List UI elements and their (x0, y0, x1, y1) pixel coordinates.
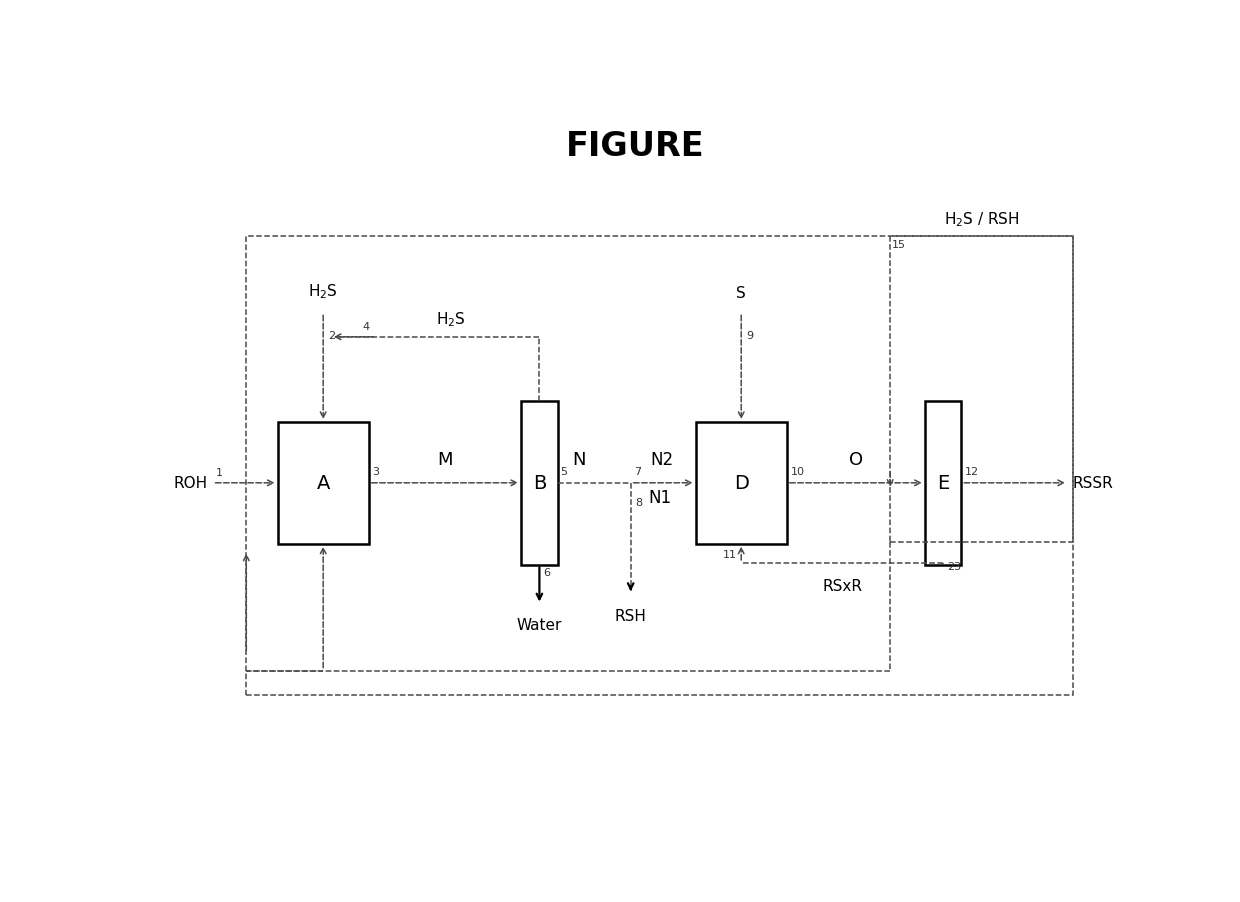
Text: FIGURE: FIGURE (567, 130, 704, 163)
Text: 9: 9 (746, 330, 753, 340)
Text: 6: 6 (543, 567, 551, 577)
Text: O: O (848, 450, 863, 468)
Text: N2: N2 (650, 450, 673, 468)
Text: H$_2$S / RSH: H$_2$S / RSH (944, 210, 1019, 228)
Bar (521, 401, 558, 565)
Text: S: S (737, 286, 746, 300)
Text: N: N (572, 450, 585, 468)
Bar (278, 422, 368, 544)
Text: 11: 11 (723, 549, 737, 559)
Text: 10: 10 (791, 466, 805, 476)
Text: 12: 12 (965, 466, 980, 476)
Text: 1: 1 (216, 468, 222, 478)
Text: Water: Water (517, 617, 562, 632)
Text: ROH: ROH (174, 475, 208, 491)
Text: A: A (316, 474, 330, 492)
Text: 4: 4 (363, 322, 370, 332)
Bar (247, 236, 1073, 695)
Bar (890, 236, 1073, 542)
Text: B: B (533, 474, 546, 492)
Text: 5: 5 (560, 466, 568, 476)
Text: RSSR: RSSR (1073, 475, 1114, 491)
Text: 23: 23 (947, 562, 961, 572)
Text: 2: 2 (327, 330, 335, 340)
Text: N1: N1 (649, 488, 671, 506)
Text: M: M (438, 450, 453, 468)
Text: H$_2$S: H$_2$S (309, 282, 339, 300)
Text: D: D (734, 474, 749, 492)
Text: RSxR: RSxR (822, 578, 862, 594)
Text: 3: 3 (373, 466, 379, 476)
Text: 15: 15 (892, 240, 906, 250)
Text: RSH: RSH (615, 608, 646, 623)
Text: E: E (937, 474, 949, 492)
Text: 7: 7 (635, 466, 641, 476)
Text: H$_2$S: H$_2$S (435, 310, 465, 329)
Bar (696, 422, 787, 544)
Text: 8: 8 (635, 498, 642, 508)
Bar (925, 401, 961, 565)
